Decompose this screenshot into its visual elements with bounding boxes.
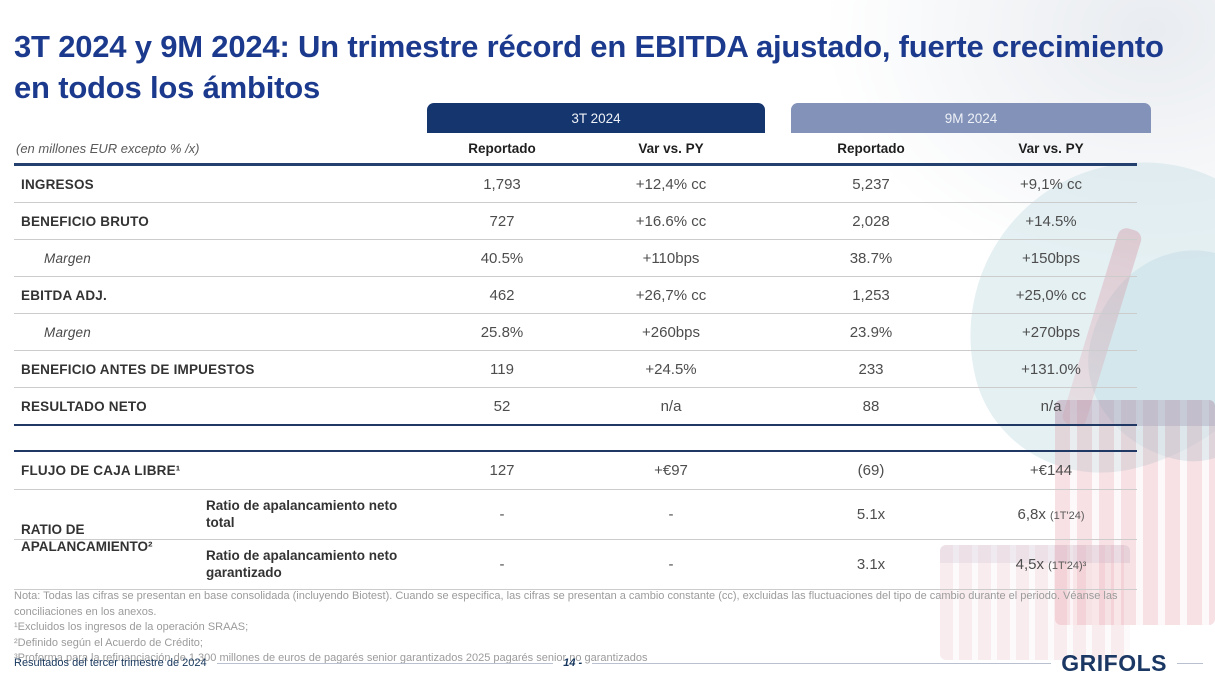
footnote-nota: Nota: Todas las cifras se presentan en b… <box>14 590 1118 618</box>
value-cell: 3.1x <box>856 556 886 573</box>
footer-bar: Resultados del tercer trimestre de 2024 … <box>14 650 1203 676</box>
column-header-reportado-3t: Reportado <box>468 140 536 156</box>
table-row-margen-bruto: Margen 40.5% +110bps 38.7% +150bps <box>14 240 1137 277</box>
value-cell: 38.7% <box>849 249 893 267</box>
value-cell: +9,1% cc <box>1019 175 1083 193</box>
value-cell: 88 <box>862 397 880 415</box>
value-cell: +150bps <box>1022 249 1080 267</box>
section-spacer <box>14 426 1137 450</box>
value-cell: - <box>668 556 674 573</box>
value-cell: 727 <box>489 212 515 230</box>
footnote-2: ²Definido según el Acuerdo de Crédito; <box>14 636 203 649</box>
table-row-resultado-neto: RESULTADO NETO 52 n/a 88 n/a <box>14 388 1137 426</box>
row-sublabel: Ratio de apalancamiento neto garantizado <box>206 548 398 580</box>
footnotes: Nota: Todas las cifras se presentan en b… <box>14 589 1169 667</box>
table-row-ratio-neto-total: Ratio de apalancamiento neto total - - 5… <box>14 490 1137 540</box>
value-cell: - <box>499 506 505 523</box>
value-cell: +24.5% <box>645 360 697 378</box>
value-cell: +16.6% cc <box>635 212 707 230</box>
value-cell: 6,8x (1T'24) <box>951 506 1151 523</box>
value-cell: +260bps <box>642 323 700 341</box>
table-row-ebitda-adj: EBITDA ADJ. 462 +26,7% cc 1,253 +25,0% c… <box>14 277 1137 314</box>
value-period-note: (1T'24)³ <box>1048 560 1087 572</box>
footer-report-title: Resultados del tercer trimestre de 2024 <box>14 657 207 669</box>
footnote-1: ¹Excluidos los ingresos de la operación … <box>14 621 249 634</box>
value-cell: +12,4% cc <box>635 175 707 193</box>
value-cell: 5,237 <box>852 175 890 193</box>
row-label: Margen <box>44 250 91 266</box>
value-cell: 119 <box>490 360 514 378</box>
footer-divider-line <box>1177 662 1203 664</box>
period-header-row: 3T 2024 9M 2024 <box>14 103 1151 133</box>
table-row-beneficio-antes-impuestos: BENEFICIO ANTES DE IMPUESTOS 119 +24.5% … <box>14 351 1137 388</box>
value-cell: 1,253 <box>852 286 890 304</box>
value-cell: +110bps <box>642 249 700 267</box>
leverage-ratio-label: RATIO DE APALANCAMIENTO² <box>21 522 153 554</box>
period-pill-9m2024: 9M 2024 <box>791 103 1151 133</box>
column-header-var-9m: Var vs. PY <box>1018 140 1084 156</box>
table-row-flujo-caja-libre: FLUJO DE CAJA LIBRE¹ 127 +€97 (69) +€144 <box>14 450 1137 490</box>
row-label: Margen <box>44 324 91 340</box>
column-header-reportado-9m: Reportado <box>837 140 905 156</box>
value-cell: 127 <box>489 462 515 479</box>
value-period-note: (1T'24) <box>1050 510 1085 522</box>
column-header-row: (en millones EUR excepto % /x) Reportado… <box>14 133 1137 166</box>
value-cell: n/a <box>660 397 682 415</box>
table-row-ingresos: INGRESOS 1,793 +12,4% cc 5,237 +9,1% cc <box>14 166 1137 203</box>
value-cell: +25,0% cc <box>1015 286 1087 304</box>
page-number: 14 - <box>563 657 583 669</box>
grifols-logo: GRIFOLS <box>1061 649 1167 676</box>
footer-divider-line <box>592 662 1052 664</box>
value-cell: 1,793 <box>483 175 521 193</box>
row-label: EBITDA ADJ. <box>21 287 107 303</box>
value-cell: 4,5x (1T'24)³ <box>951 556 1151 573</box>
value-cell: 462 <box>489 286 515 304</box>
value-cell: (69) <box>857 462 885 479</box>
unit-note: (en millones EUR excepto % /x) <box>16 140 200 156</box>
value-cell: +131.0% <box>1021 360 1081 378</box>
row-label: INGRESOS <box>21 176 94 192</box>
value-cell: 2,028 <box>852 212 890 230</box>
value-cell: - <box>668 506 674 523</box>
row-label: BENEFICIO ANTES DE IMPUESTOS <box>21 361 255 377</box>
leverage-ratio-section: RATIO DE APALANCAMIENTO² Ratio de apalan… <box>14 490 1137 590</box>
row-label: FLUJO DE CAJA LIBRE¹ <box>21 463 181 478</box>
table-row-margen-ebitda: Margen 25.8% +260bps 23.9% +270bps <box>14 314 1137 351</box>
footnote-3: ³Proforma para la refinanciación de 1.30… <box>14 652 648 665</box>
value-cell: +26,7% cc <box>635 286 707 304</box>
value-cell: +€97 <box>654 462 688 479</box>
footer-divider-line <box>216 662 554 664</box>
value-cell: 233 <box>858 360 884 378</box>
table-row-ratio-neto-garantizado: Ratio de apalancamiento neto garantizado… <box>14 540 1137 590</box>
value-cell: n/a <box>1040 397 1062 415</box>
results-table: 3T 2024 9M 2024 (en millones EUR excepto… <box>14 103 1151 590</box>
value-cell: 5.1x <box>856 506 886 523</box>
value-cell: 25.8% <box>480 323 524 341</box>
row-label: BENEFICIO BRUTO <box>21 213 150 229</box>
period-pill-3t2024: 3T 2024 <box>427 103 765 133</box>
row-label: RESULTADO NETO <box>21 398 147 414</box>
value-main: 4,5x <box>1015 556 1044 573</box>
value-cell: 40.5% <box>480 249 524 267</box>
value-cell: 52 <box>493 397 511 415</box>
value-cell: - <box>499 556 505 573</box>
column-header-var-3t: Var vs. PY <box>638 140 704 156</box>
value-cell: +270bps <box>1022 323 1080 341</box>
value-cell: 23.9% <box>849 323 893 341</box>
value-cell: +€144 <box>1029 462 1073 479</box>
table-row-beneficio-bruto: BENEFICIO BRUTO 727 +16.6% cc 2,028 +14.… <box>14 203 1137 240</box>
row-sublabel: Ratio de apalancamiento neto total <box>206 498 398 530</box>
slide-title: 3T 2024 y 9M 2024: Un trimestre récord e… <box>14 28 1164 105</box>
value-cell: +14.5% <box>1025 212 1077 230</box>
value-main: 6,8x <box>1017 506 1046 523</box>
